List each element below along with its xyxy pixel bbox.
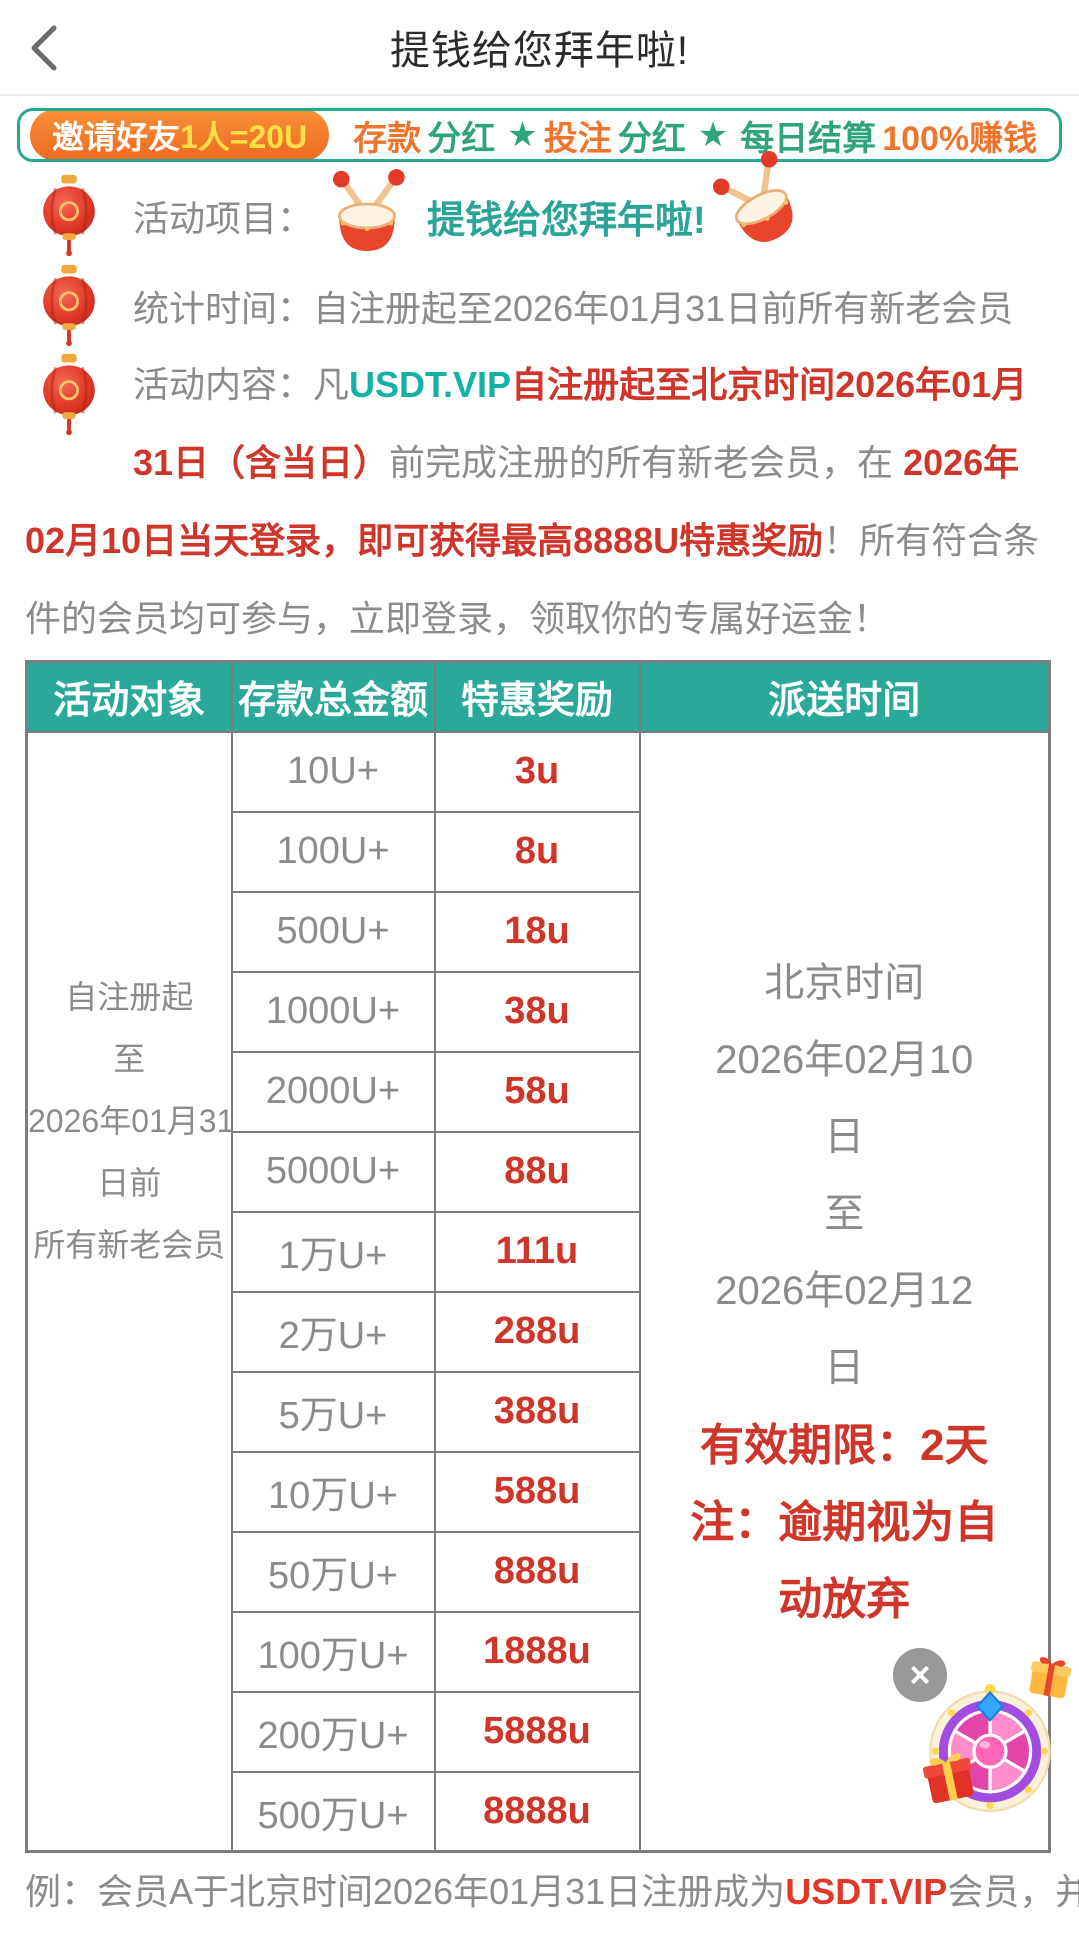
table-row: 5万U+ 388u: [27, 1370, 1050, 1453]
content-text: 活动内容：凡: [133, 364, 350, 405]
reward-amount: 3u: [433, 730, 641, 813]
deposit-amount: 5000U+: [230, 1130, 436, 1213]
close-icon[interactable]: ×: [893, 1648, 947, 1702]
marquee-segment: 分红: [427, 119, 496, 158]
marquee-segment: 100%赚钱: [882, 119, 1038, 158]
back-icon[interactable]: [26, 24, 60, 72]
example-text: 例：会员A于北京时间2026年01月31日注册成为: [25, 1871, 786, 1912]
star-icon: ★: [697, 116, 729, 154]
marquee-segment: 投注: [543, 119, 612, 158]
reward-amount: 88u: [433, 1130, 641, 1213]
pill-prefix: 邀请好友: [52, 119, 181, 155]
marquee-segment: 每日结算: [740, 119, 877, 158]
reward-amount: 288u: [433, 1290, 641, 1373]
activity-content-paragraph: 活动内容：凡USDT.VIP自注册起至北京时间2026年01月31日（含当日）前…: [0, 346, 1079, 658]
reward-amount: 8888u: [433, 1770, 641, 1853]
rewards-table: 活动对象 存款总金额 特惠奖励 派送时间 自注册起 至 2026年01月31 日…: [25, 660, 1051, 1853]
gift-icon: [922, 1753, 974, 1804]
drum-icon: [698, 143, 824, 271]
deposit-amount: 50万U+: [230, 1530, 436, 1613]
deposit-amount: 500U+: [230, 890, 436, 973]
validity-note: 有效期限：2天: [700, 1420, 989, 1470]
drum-icon: [321, 168, 413, 264]
gift-icon: [1029, 1657, 1072, 1699]
deposit-amount: 2000U+: [230, 1050, 436, 1133]
table-row: 2万U+ 288u: [27, 1290, 1050, 1373]
marquee-segment: 分红: [617, 119, 686, 158]
example-text: 会员，并: [947, 1871, 1079, 1912]
column-header: 特惠奖励: [433, 660, 641, 733]
table-row: 自注册起 至 2026年01月31 日前 所有新老会员 10U+ 3u 北京时间…: [25, 730, 1051, 1853]
reward-amount: 58u: [433, 1050, 641, 1133]
column-header: 存款总金额: [230, 660, 436, 733]
table-row: 1万U+ 111u: [27, 1210, 1050, 1293]
deposit-amount: 2万U+: [230, 1290, 436, 1373]
stats-time-row: 统计时间： 自注册起至2026年01月31日前所有新老会员: [25, 263, 1054, 349]
table-header-row: 活动对象 存款总金额 特惠奖励 派送时间: [25, 660, 1051, 733]
table-row: 500万U+ 8888u: [27, 1770, 1050, 1853]
target-audience-cell: 自注册起 至 2026年01月31 日前 所有新老会员: [25, 730, 234, 1853]
stats-label: 统计时间：: [133, 288, 314, 329]
reward-amount: 111u: [433, 1210, 641, 1293]
column-header: 派送时间: [638, 660, 1051, 733]
prize-wheel-icon[interactable]: [926, 1684, 1054, 1812]
reward-amount: 388u: [433, 1370, 641, 1453]
brand-name: USDT.VIP: [785, 1871, 948, 1912]
deposit-amount: 100U+: [230, 810, 436, 893]
deposit-amount: 1000U+: [230, 970, 436, 1053]
validity-note: 注：逾期视为自: [690, 1497, 999, 1547]
reward-amount: 38u: [433, 970, 641, 1053]
example-paragraph: 例：会员A于北京时间2026年01月31日注册成为USDT.VIP会员，并: [0, 1869, 1079, 1915]
column-header: 活动对象: [25, 660, 233, 733]
marquee-segment: 存款: [353, 119, 422, 158]
table-row: 50万U+ 888u: [27, 1530, 1050, 1613]
stats-text: 自注册起至2026年01月31日前所有新老会员: [313, 288, 1014, 329]
content-highlight: 2026年02月10日当天登录，即可获得最高8888U特惠奖励: [25, 442, 1020, 561]
validity-note: 动放弃: [778, 1574, 911, 1624]
delivery-time-cell: 北京时间 2026年02月10 日 至 2026年02月12 日 有效期限：2天…: [638, 730, 1051, 1853]
table-row: 10万U+ 588u: [27, 1450, 1050, 1533]
activity-info-section: 活动项目： 提钱给您拜年啦! 统计时间： 自注册起至2026年01月31日前所有…: [0, 172, 1079, 349]
table-row: 5000U+ 88u: [27, 1130, 1050, 1213]
lantern-icon: [41, 263, 97, 349]
deposit-amount: 10U+: [230, 730, 436, 813]
pill-highlight: 1人=20U: [180, 119, 308, 155]
top-bar: 提钱给您拜年啦!: [0, 0, 1079, 96]
content-text: 前完成注册的所有新老会员，在: [389, 442, 904, 483]
promo-marquee-banner: 邀请好友 1人=20U 存款 分红 ★ 投注 分红 ★ 每日结算 100%赚钱 …: [17, 108, 1062, 162]
reward-amount: 18u: [433, 890, 641, 973]
reward-amount: 8u: [433, 810, 641, 893]
project-title: 提钱给您拜年啦!: [427, 199, 706, 242]
invite-friend-pill: 邀请好友 1人=20U: [30, 111, 330, 159]
deposit-amount: 500万U+: [230, 1770, 436, 1853]
table-row: 500U+ 18u: [27, 890, 1050, 973]
content-highlight: 自注册起至北京时间2026年01月31日（含当日）: [133, 364, 1028, 483]
table-row: 200万U+ 5888u: [27, 1690, 1050, 1773]
reward-amount: 1888u: [433, 1610, 641, 1693]
deposit-amount: 5万U+: [230, 1370, 436, 1453]
reward-amount: 588u: [433, 1450, 641, 1533]
project-label: 活动项目：: [133, 198, 314, 239]
deposit-amount: 100万U+: [230, 1610, 436, 1693]
brand-name: USDT.VIP: [349, 364, 512, 405]
lantern-icon: [41, 173, 97, 259]
lantern-icon: [41, 352, 97, 438]
table-row: 100万U+ 1888u: [27, 1610, 1050, 1693]
reward-amount: 888u: [433, 1530, 641, 1613]
page-title: 提钱给您拜年啦!: [389, 29, 690, 73]
table-row: 100U+ 8u: [27, 810, 1050, 893]
reward-amount: 5888u: [433, 1690, 641, 1773]
deposit-amount: 1万U+: [230, 1210, 436, 1293]
deposit-amount: 200万U+: [230, 1690, 436, 1773]
star-icon: ★: [507, 116, 538, 154]
table-row: 1000U+ 38u: [27, 970, 1050, 1053]
content-text: ！所有符合条件的会员均可参与，立即登录，领取你的专属好运金！: [25, 520, 1040, 639]
activity-project-row: 活动项目： 提钱给您拜年啦!: [25, 172, 1054, 260]
deposit-amount: 10万U+: [230, 1450, 436, 1533]
table-row: 2000U+ 58u: [27, 1050, 1050, 1133]
